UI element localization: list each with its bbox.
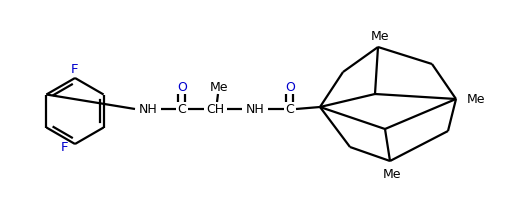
Text: O: O [285, 81, 295, 94]
Text: NH: NH [138, 103, 157, 116]
Text: F: F [61, 141, 69, 154]
Text: Me: Me [371, 30, 389, 43]
Text: CH: CH [206, 103, 224, 116]
Text: Me: Me [210, 81, 228, 94]
Text: Me: Me [383, 168, 401, 181]
Text: NH: NH [246, 103, 264, 116]
Text: O: O [177, 81, 187, 94]
Text: C: C [286, 103, 294, 116]
Text: Me: Me [467, 93, 485, 106]
Text: C: C [178, 103, 186, 116]
Text: F: F [71, 63, 79, 76]
